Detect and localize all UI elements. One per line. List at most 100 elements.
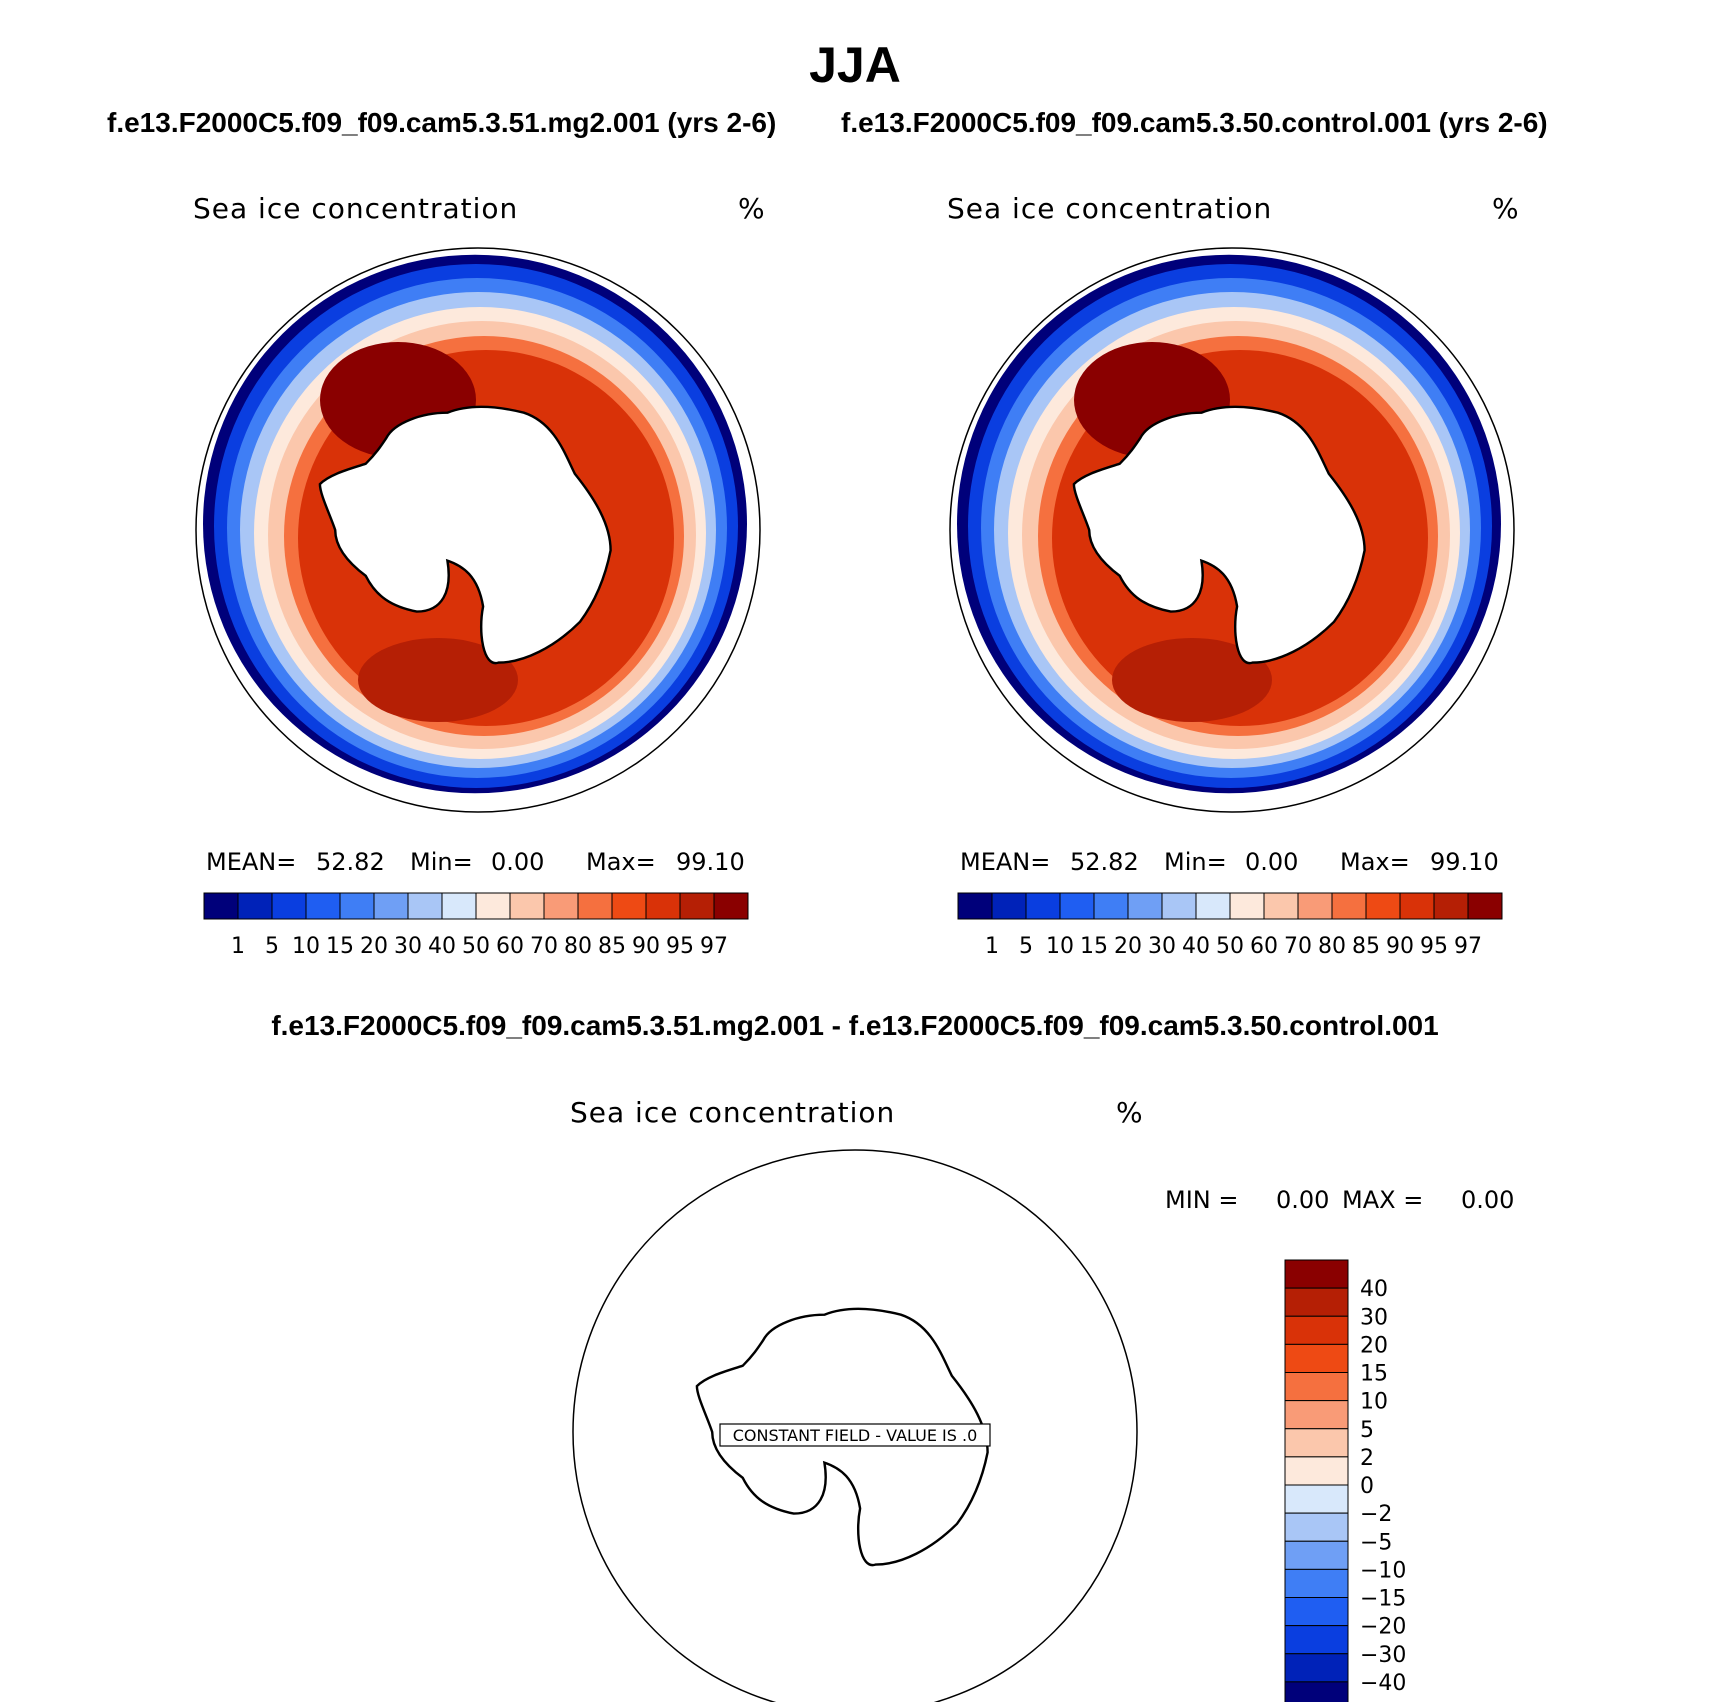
panel-1: Sea ice concentration % MEAN= 52.82 [193, 192, 765, 959]
panel-1-colorbar-tick-label: 70 [530, 934, 558, 959]
panel-1-mean-value: 52.82 [316, 848, 385, 876]
figure-title: JJA [809, 37, 901, 93]
difference-colorbar-swatch [1284, 1400, 1349, 1430]
panel-2-colorbar-swatch [1467, 892, 1503, 920]
difference-max-label: MAX = [1342, 1186, 1423, 1214]
panel-2-colorbar-swatch [1297, 892, 1333, 920]
difference-colorbar-tick-label: 5 [1360, 1418, 1374, 1443]
panel-2-colorbar-swatch [1161, 892, 1197, 920]
panel-1-colorbar-tick-label: 30 [394, 934, 422, 959]
panel-2-colorbar-tick-label: 85 [1352, 934, 1380, 959]
difference-min-label: MIN = [1165, 1186, 1238, 1214]
panel-2-mean-label: MEAN= [960, 848, 1050, 876]
panel-2-map-boundary [949, 247, 1515, 813]
difference-units-label: % [1116, 1096, 1143, 1129]
panel-2-colorbar-tick-label: 1 [985, 934, 999, 959]
constant-field-box [719, 1423, 991, 1447]
panel-2-colorbar-tick-label: 97 [1454, 934, 1482, 959]
panel-2-colorbar-swatch [1127, 892, 1163, 920]
difference-colorbar-tick-label: −15 [1360, 1587, 1406, 1612]
constant-field-message: CONSTANT FIELD - VALUE IS .0 [733, 1426, 978, 1445]
panel-1-colorbar-swatch [237, 892, 273, 920]
difference-min-value: 0.00 [1276, 1186, 1329, 1214]
panel-1-map-boundary [195, 247, 761, 813]
difference-colorbar-swatch [1284, 1456, 1349, 1486]
panel-2-max-value: 99.10 [1430, 848, 1499, 876]
panel-1-colorbar-swatch [407, 892, 443, 920]
difference-colorbar-swatch [1284, 1625, 1349, 1655]
panel-1-colorbar: 1 5 10 15 20 30 40 50 60 70 80 85 90 95 97 [203, 892, 749, 959]
panel-1-mean-label: MEAN= [206, 848, 296, 876]
difference-colorbar-tick-label: −20 [1360, 1615, 1406, 1640]
panel-2-max-label: Max= [1340, 848, 1410, 876]
panel-1-colorbar-swatch [373, 892, 409, 920]
panel-1-map [196, 248, 760, 812]
panel-2-colorbar-swatch [991, 892, 1027, 920]
panel-1-colorbar-tick-label: 15 [326, 934, 354, 959]
panel-1-colorbar-swatch [679, 892, 715, 920]
difference-title: f.e13.F2000C5.f09_f09.cam5.3.51.mg2.001 … [271, 1010, 1438, 1041]
panel-2-colorbar-tick-label: 15 [1080, 934, 1108, 959]
panel-1-colorbar-tick-label: 80 [564, 934, 592, 959]
panel-1-colorbar-swatch [475, 892, 511, 920]
panel-1-colorbar-tick-label: 5 [265, 934, 279, 959]
panel-2-colorbar-tick-label: 70 [1284, 934, 1312, 959]
difference-colorbar-swatch [1284, 1597, 1349, 1627]
panel-1-colorbar-swatch [645, 892, 681, 920]
difference-colorbar-tick-label: 15 [1360, 1362, 1388, 1387]
panel-1-max-value: 99.10 [676, 848, 745, 876]
panel-2-map [950, 248, 1514, 812]
panel-2-colorbar-tick-label: 5 [1019, 934, 1033, 959]
panel-2-colorbar-swatch [1229, 892, 1265, 920]
difference-colorbar-swatch [1284, 1540, 1349, 1570]
difference-colorbar-swatch [1284, 1287, 1349, 1317]
difference-colorbar-tick-label: 2 [1360, 1446, 1374, 1471]
difference-colorbar-swatch [1284, 1259, 1349, 1289]
difference-colorbar-swatch [1284, 1568, 1349, 1598]
panel-1-colorbar-tick-label: 60 [496, 934, 524, 959]
panel-1-colorbar-swatch [509, 892, 545, 920]
difference-colorbar-tick-label: −40 [1360, 1671, 1406, 1696]
difference-colorbar-tick-label: −5 [1360, 1530, 1392, 1555]
panel-2-colorbar-swatch [1263, 892, 1299, 920]
panel-2-colorbar: 1 5 10 15 20 30 40 50 60 70 80 85 90 95 97 [957, 892, 1503, 959]
panel-1-min-label: Min= [410, 848, 473, 876]
panel-2-colorbar-tick-label: 60 [1250, 934, 1278, 959]
panel-1-colorbar-swatch [543, 892, 579, 920]
panel-1-colorbar-tick-label: 97 [700, 934, 728, 959]
difference-colorbar-tick-label: −30 [1360, 1643, 1406, 1668]
panel-1-colorbar-tick-label: 50 [462, 934, 490, 959]
panel-2-colorbar-swatch [957, 892, 993, 920]
panel-2-colorbar-tick-label: 50 [1216, 934, 1244, 959]
panel-1-colorbar-tick-label: 20 [360, 934, 388, 959]
difference-colorbar-tick-label: 0 [1360, 1474, 1374, 1499]
panel-1-colorbar-swatch [339, 892, 375, 920]
panel-2-colorbar-swatch [1093, 892, 1129, 920]
panel-1-variable-label: Sea ice concentration [193, 192, 518, 225]
panel-2-colorbar-swatch [1331, 892, 1367, 920]
panel-1-colorbar-swatch [441, 892, 477, 920]
panel-2-colorbar-swatch [1433, 892, 1469, 920]
panel-2-colorbar-tick-label: 30 [1148, 934, 1176, 959]
panel-2: Sea ice concentration % MEAN= 52.82 Min= [947, 192, 1519, 959]
difference-colorbar-swatch [1284, 1512, 1349, 1542]
panel-1-colorbar-swatch [611, 892, 647, 920]
panel-2-case-title: f.e13.F2000C5.f09_f09.cam5.3.50.control.… [841, 107, 1548, 138]
difference-colorbar-swatch [1284, 1372, 1349, 1402]
panel-1-units-label: % [738, 192, 765, 225]
panel-2-colorbar-swatch [1059, 892, 1095, 920]
ross-max [358, 638, 518, 722]
panel-1-colorbar-tick-label: 85 [598, 934, 626, 959]
panel-2-min-value: 0.00 [1245, 848, 1298, 876]
panel-2-colorbar-tick-label: 10 [1046, 934, 1074, 959]
difference-max-value: 0.00 [1461, 1186, 1514, 1214]
panel-2-colorbar-tick-label: 95 [1420, 934, 1448, 959]
panel-2-colorbar-swatch [1365, 892, 1401, 920]
difference-colorbar-tick-label: 20 [1360, 1333, 1388, 1358]
panel-2-colorbar-tick-label: 20 [1114, 934, 1142, 959]
panel-1-colorbar-tick-label: 90 [632, 934, 660, 959]
panel-1-min-value: 0.00 [491, 848, 544, 876]
panel-2-colorbar-tick-label: 40 [1182, 934, 1210, 959]
